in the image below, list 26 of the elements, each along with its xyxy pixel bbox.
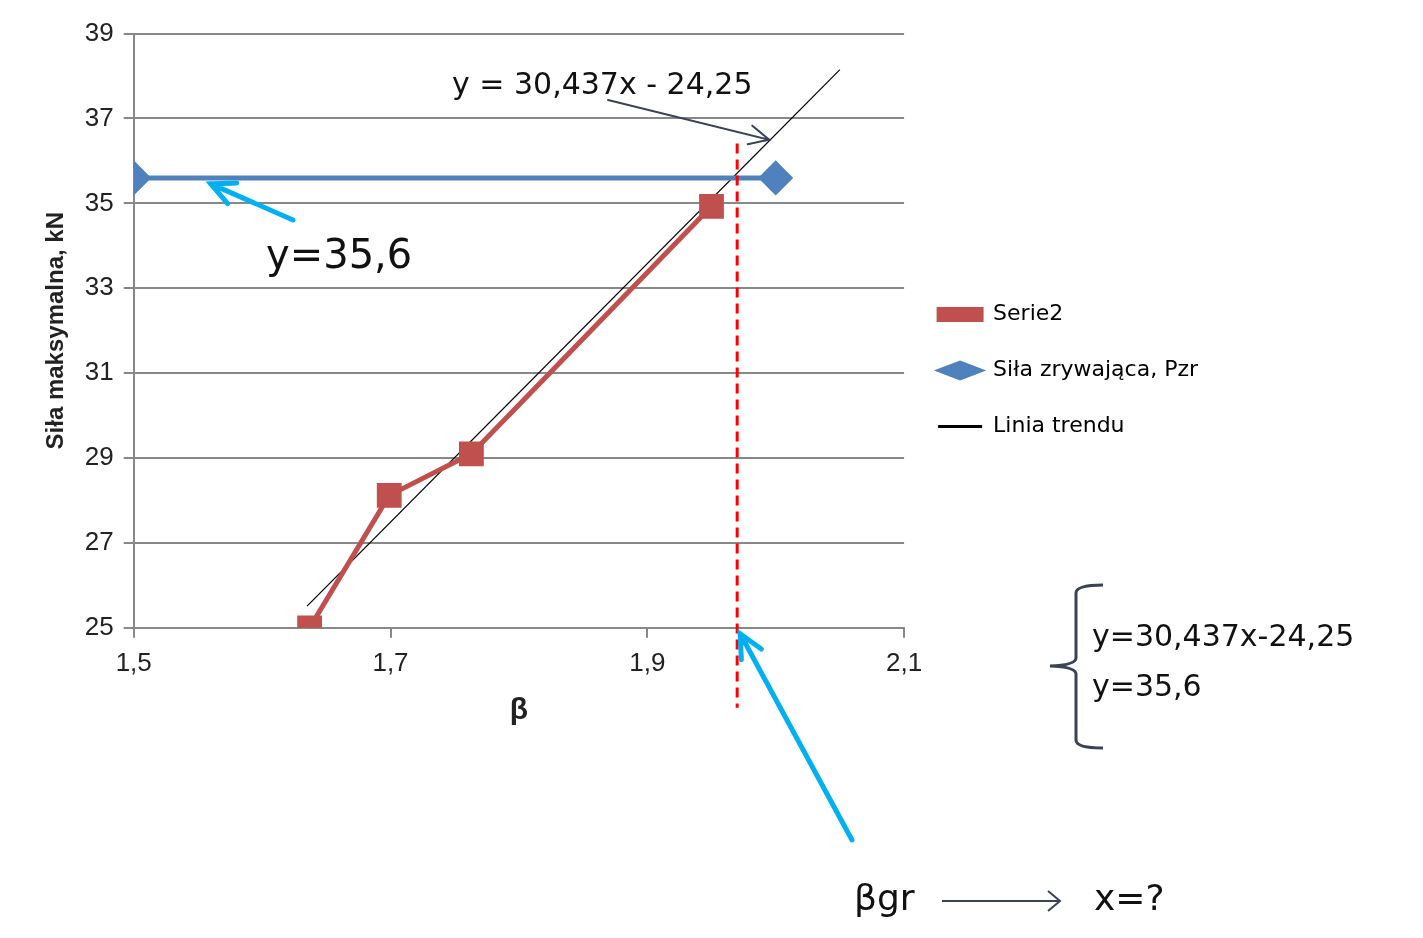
x-tick-label: 1,7 — [372, 646, 409, 677]
legend-label: Serie2 — [993, 300, 1064, 326]
point — [699, 193, 724, 219]
y-axis-title: Siła maksymalna, kN — [41, 211, 69, 450]
y-tick-label: 33 — [84, 271, 114, 302]
x-tick-label: 1,5 — [115, 646, 152, 677]
annotation: y = 30,437x - 24,25 — [452, 66, 753, 102]
legend-label: Linia trendu — [993, 412, 1125, 438]
legend-label: Siła zrywająca, Pzr — [993, 356, 1199, 382]
y-tick-label: 37 — [84, 101, 114, 132]
text: y=30,437x-24,25 — [1092, 618, 1355, 654]
point — [459, 441, 484, 467]
y-tick-label: 29 — [84, 441, 114, 472]
point — [376, 482, 402, 508]
y-tick-label: 27 — [84, 526, 114, 557]
text: x=? — [1094, 876, 1165, 920]
text: βgr — [854, 876, 915, 920]
annotation: y=35,6 — [266, 230, 413, 278]
y-tick-label: 35 — [84, 186, 114, 217]
x-tick-label: 1,9 — [629, 646, 666, 677]
text: y=35,6 — [1092, 668, 1202, 704]
x-axis-title: β — [509, 692, 529, 726]
y-tick-label: 25 — [84, 610, 114, 641]
x-tick-label: 2,1 — [886, 646, 923, 677]
y-tick-label: 31 — [84, 356, 114, 387]
y-tick-label: 39 — [84, 16, 114, 47]
